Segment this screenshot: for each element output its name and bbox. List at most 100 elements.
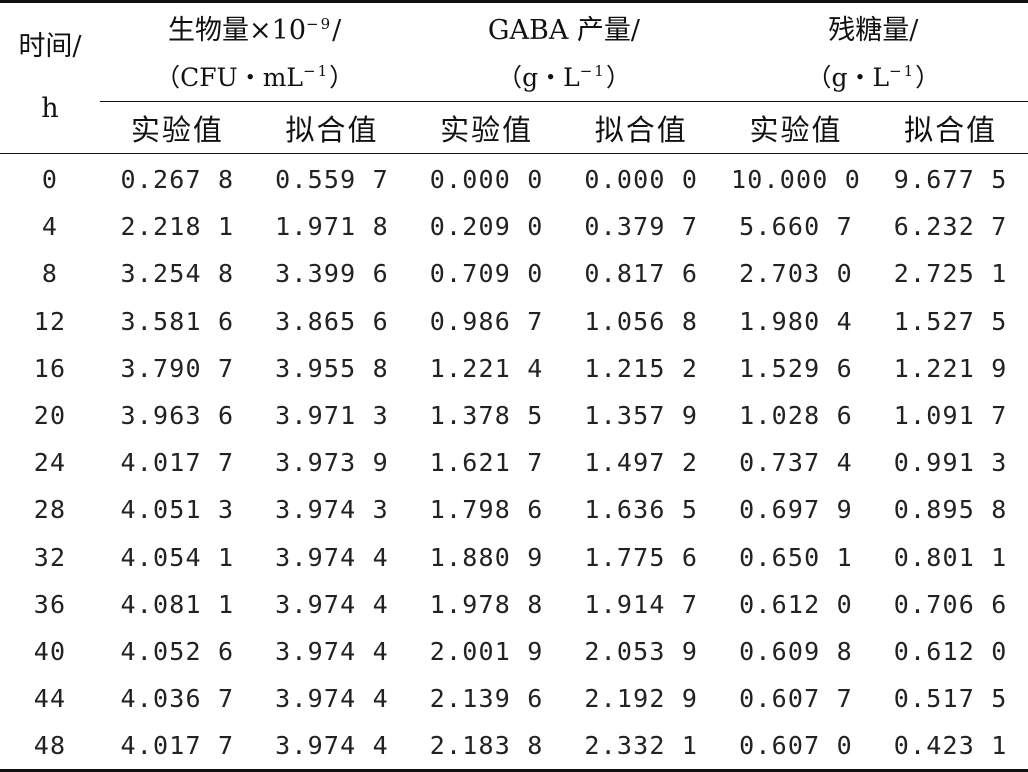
value-cell: 2.139 6	[429, 684, 544, 714]
table-row: 4 2.218 1 1.971 8 0.209 0 0.379 7 5.660 7 6.23…	[0, 203, 1028, 250]
table-row: 24 4.017 7 3.973 9 1.621 7 1.497 2 0.737 4 0.9…	[0, 439, 1028, 486]
time-cell: 36	[33, 589, 67, 619]
time-cell: 4	[41, 212, 59, 242]
value-cell: 0.706 6	[893, 589, 1008, 619]
table-row: 44 4.036 7 3.974 4 2.139 6 2.192 9 0.607 7 0.5…	[0, 675, 1028, 722]
group-unit: （g・L	[806, 63, 890, 92]
value-cell: 2.703 0	[739, 259, 853, 289]
value-cell: 4.051 3	[120, 495, 235, 525]
group-unit-biomass: （CFU・mL−1）	[100, 51, 410, 102]
value-cell: 3.974 4	[254, 722, 410, 772]
value-cell: 3.973 9	[275, 448, 389, 478]
value-cell: 0.000 0	[429, 165, 544, 195]
value-cell: 1.914 7	[584, 589, 699, 619]
group-title: 残糖量/	[828, 14, 919, 46]
value-cell: 2.183 8	[409, 722, 564, 772]
group-header-residual-sugar: 残糖量/	[718, 0, 1028, 51]
group-unit-sup: −1	[889, 62, 916, 80]
group-title: 生物量×10	[168, 14, 307, 46]
value-cell: 4.052 6	[120, 636, 235, 666]
value-cell: 1.056 8	[584, 306, 699, 336]
table-row: 48 4.017 7 3.974 4 2.183 8 2.332 1 0.607 0 0.4…	[0, 722, 1028, 772]
value-cell: 3.955 8	[275, 353, 389, 383]
value-cell: 3.974 3	[275, 495, 389, 525]
value-cell: 0.000 0	[584, 165, 699, 195]
value-cell: 1.378 5	[429, 401, 544, 431]
value-cell: 1.880 9	[429, 542, 544, 572]
time-cell: 0	[41, 165, 59, 195]
value-cell: 9.677 5	[893, 165, 1008, 195]
value-cell: 0.817 6	[584, 259, 699, 289]
value-cell: 3.790 7	[120, 353, 235, 383]
value-cell: 0.379 7	[584, 212, 699, 242]
table-row: 8 3.254 8 3.399 6 0.709 0 0.817 6 2.703 0 2.72…	[0, 250, 1028, 297]
time-cell: 12	[33, 306, 67, 336]
value-cell: 3.974 4	[275, 589, 389, 619]
value-cell: 1.215 2	[584, 353, 699, 383]
value-cell: 2.053 9	[584, 636, 699, 666]
group-unit-gaba: （g・L−1）	[409, 51, 719, 102]
value-cell: 0.267 8	[120, 165, 235, 195]
value-cell: 0.737 4	[739, 448, 853, 478]
value-cell: 4.054 1	[120, 542, 235, 572]
group-header-gaba: GABA 产量/	[409, 0, 719, 51]
group-unit-residual-sugar: （g・L−1）	[718, 51, 1028, 102]
time-cell: 20	[33, 401, 67, 431]
time-cell: 8	[41, 259, 59, 289]
value-cell: 0.612 0	[739, 589, 853, 619]
value-cell: 0.697 9	[739, 495, 853, 525]
group-unit-sup: −1	[303, 62, 330, 80]
value-cell: 0.559 7	[275, 165, 389, 195]
value-cell: 1.357 9	[584, 401, 699, 431]
group-unit-tail: ）	[915, 63, 941, 92]
table-row: 20 3.963 6 3.971 3 1.378 5 1.357 9 1.028 6 1.0…	[0, 392, 1028, 439]
value-cell: 0.986 7	[429, 306, 544, 336]
value-cell: 0.609 8	[739, 636, 853, 666]
time-cell: 28	[33, 495, 67, 525]
value-cell: 4.017 7	[100, 722, 255, 772]
value-cell: 1.971 8	[275, 212, 389, 242]
table-row: 16 3.790 7 3.955 8 1.221 4 1.215 2 1.529 6 1.2…	[0, 345, 1028, 392]
value-cell: 1.221 9	[893, 353, 1008, 383]
value-cell: 1.775 6	[584, 542, 699, 572]
value-cell: 0.709 0	[429, 259, 544, 289]
time-header-unit: h	[41, 93, 59, 124]
value-cell: 1.980 4	[739, 306, 853, 336]
value-cell: 3.865 6	[275, 306, 389, 336]
value-cell: 2.332 1	[563, 722, 719, 772]
subheader-fitted: 拟合值	[873, 101, 1028, 154]
value-cell: 0.517 5	[893, 684, 1008, 714]
value-cell: 5.660 7	[739, 212, 853, 242]
value-cell: 2.218 1	[120, 212, 235, 242]
value-cell: 4.036 7	[120, 684, 235, 714]
subheader-fitted: 拟合值	[563, 101, 719, 154]
value-cell: 2.192 9	[584, 684, 699, 714]
time-cell: 16	[33, 353, 67, 383]
value-cell: 3.581 6	[120, 306, 235, 336]
value-cell: 1.798 6	[429, 495, 544, 525]
value-cell: 4.017 7	[120, 448, 235, 478]
value-cell: 3.254 8	[120, 259, 235, 289]
time-cell: 44	[33, 684, 67, 714]
group-unit: （CFU・mL	[155, 63, 304, 92]
value-cell: 1.529 6	[739, 353, 853, 383]
value-cell: 0.895 8	[893, 495, 1008, 525]
value-cell: 3.974 4	[275, 684, 389, 714]
value-cell: 1.497 2	[584, 448, 699, 478]
value-cell: 3.971 3	[275, 401, 389, 431]
group-title-sup: −9	[306, 14, 333, 33]
value-cell: 1.636 5	[584, 495, 699, 525]
group-unit: （g・L	[497, 63, 580, 92]
value-cell: 3.974 4	[275, 542, 389, 572]
value-cell: 4.081 1	[120, 589, 235, 619]
group-title-tail: /	[332, 14, 342, 46]
value-cell: 10.000 0	[730, 165, 861, 195]
subheader-fitted: 拟合值	[254, 101, 410, 154]
value-cell: 3.399 6	[275, 259, 389, 289]
value-cell: 0.209 0	[429, 212, 544, 242]
time-cell: 32	[33, 542, 67, 572]
table-row: 12 3.581 6 3.865 6 0.986 7 1.056 8 1.980 4 1.5…	[0, 298, 1028, 345]
value-cell: 0.801 1	[893, 542, 1008, 572]
